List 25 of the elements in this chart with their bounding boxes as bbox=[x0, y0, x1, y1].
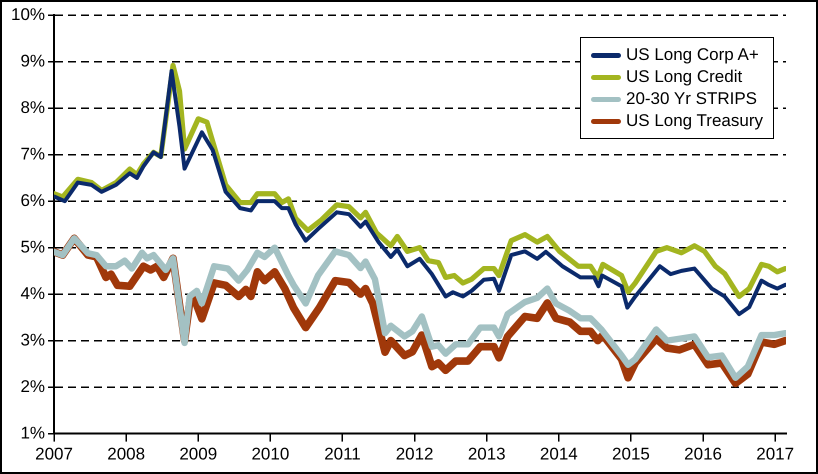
x-tick-label: 2015 bbox=[612, 444, 650, 464]
x-tick-label: 2016 bbox=[684, 444, 722, 464]
y-tick-label: 10% bbox=[10, 4, 46, 24]
legend-label: US Long Credit bbox=[626, 66, 742, 88]
y-tick-label: 3% bbox=[20, 330, 46, 350]
y-tick-label: 6% bbox=[20, 190, 46, 210]
legend-label: US Long Corp A+ bbox=[626, 44, 759, 66]
y-tick-label: 8% bbox=[20, 98, 46, 117]
x-tick-label: 2013 bbox=[468, 444, 506, 464]
x-tick-label: 2007 bbox=[35, 444, 73, 464]
x-tick-label: 2017 bbox=[756, 444, 794, 464]
x-tick-label: 2008 bbox=[107, 444, 146, 464]
y-tick-label: 7% bbox=[20, 144, 46, 164]
y-tick-label: 9% bbox=[20, 51, 46, 70]
x-tick-label: 2012 bbox=[396, 444, 434, 464]
legend-label: US Long Treasury bbox=[626, 110, 763, 132]
x-tick-label: 2011 bbox=[324, 444, 361, 464]
x-tick-label: 2009 bbox=[179, 444, 218, 464]
y-tick-label: 2% bbox=[20, 376, 46, 396]
y-tick-label: 5% bbox=[20, 237, 46, 256]
legend-label: 20-30 Yr STRIPS bbox=[626, 88, 758, 110]
x-tick-label: 2010 bbox=[251, 444, 290, 464]
y-tick-label: 1% bbox=[20, 423, 46, 442]
x-tick-label: 2014 bbox=[540, 444, 578, 464]
y-tick-label: 4% bbox=[20, 284, 46, 303]
